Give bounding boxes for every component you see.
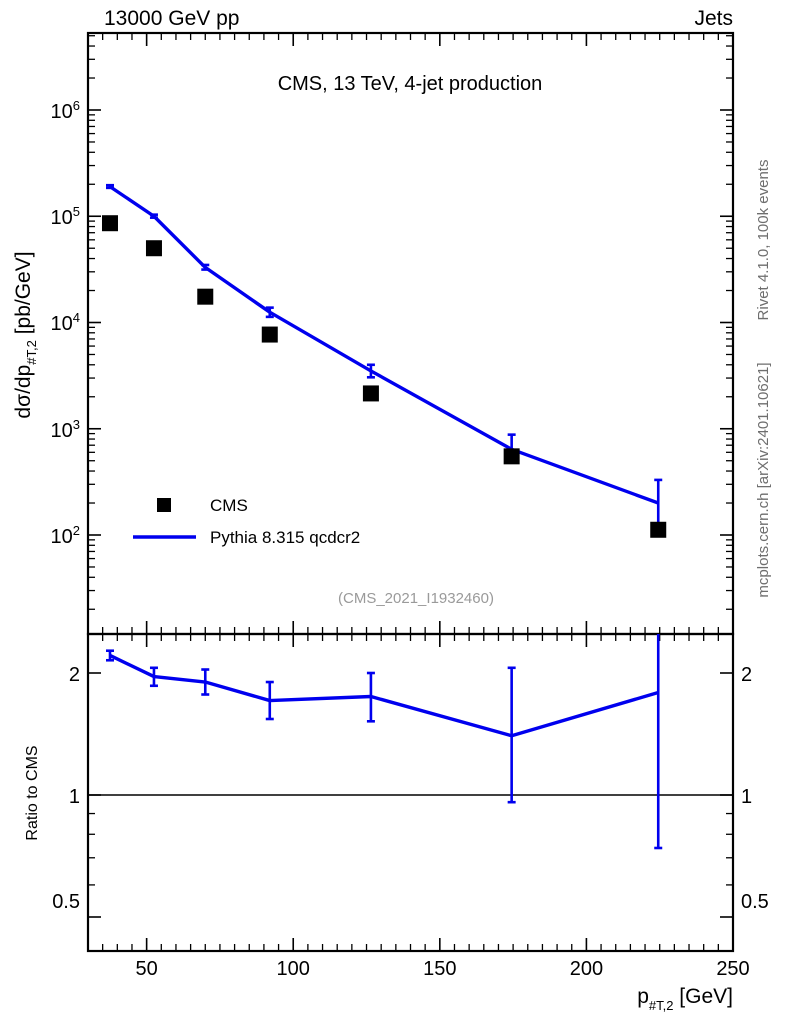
ratio-y-tick-0p5: 0.5: [52, 891, 80, 913]
cms-data-marker: [650, 521, 667, 538]
ratio-y-axis-label: Ratio to CMS: [24, 745, 41, 840]
svg-text:dσ/dp#T,2 [pb/GeV]: dσ/dp#T,2 [pb/GeV]: [12, 251, 39, 418]
main-panel-ticks: [87, 33, 734, 634]
ratio-y-axis-label-text: Ratio to CMS: [24, 745, 41, 840]
x-tick-label-100: 100: [277, 958, 310, 980]
ratio-panel-data: [105, 634, 663, 850]
legend: CMS Pythia 8.315 qcdcr2: [133, 496, 360, 547]
legend-label: CMS: [210, 496, 248, 515]
x-tick-label-250: 250: [716, 958, 749, 980]
x-tick-label-200: 200: [570, 958, 603, 980]
ratio-y-tick-0p5-right: 0.5: [741, 891, 769, 913]
y-tick-1e4: 104: [51, 310, 80, 335]
side-text-bottom-label: mcplots.cern.ch [arXiv:2401.10621]: [755, 362, 772, 597]
side-text-top-label: Rivet 4.1.0, 100k events: [755, 160, 772, 321]
x-axis-label-sub: #T,2: [649, 998, 674, 1013]
x-tick-label-150: 150: [423, 958, 456, 980]
side-text-top: Rivet 4.1.0, 100k events: [755, 160, 772, 321]
cms-data-marker: [362, 385, 379, 402]
ratio-y-tick-2-right: 2: [741, 664, 752, 686]
y-tick-1e5: 105: [51, 204, 80, 229]
header-right: Jets: [694, 7, 733, 30]
x-axis-label-pre: p: [637, 985, 649, 1008]
main-y-tick-labels: 106 105 104 103 102: [51, 98, 80, 548]
ratio-curve: [109, 653, 659, 738]
legend-label: Pythia 8.315 qcdcr2: [210, 528, 360, 547]
main-panel-data: [101, 183, 667, 538]
y-tick-1e2: 102: [51, 523, 80, 548]
cms-data-marker: [101, 215, 118, 232]
x-axis-tick-labels: 50 100 150 200 250: [135, 958, 749, 980]
x-axis-label: p#T,2 [GeV]: [637, 985, 733, 1013]
main-y-axis-label-post: [pb/GeV]: [12, 251, 35, 340]
cms-data-marker: [197, 288, 214, 305]
mc-curve: [109, 185, 659, 505]
ratio-panel-ticks: [87, 634, 734, 951]
main-y-axis-label-sub: #T,2: [24, 340, 39, 365]
y-tick-1e3: 103: [51, 417, 80, 442]
main-y-axis-label-pre: dσ/dp: [12, 365, 35, 419]
y-tick-1e6: 106: [51, 98, 80, 123]
cms-data-marker: [503, 448, 520, 465]
main-panel-frame: [86, 31, 735, 636]
x-axis-label-post: [GeV]: [673, 985, 733, 1008]
header-left: 13000 GeV pp: [104, 7, 239, 30]
main-y-axis-label: dσ/dp#T,2 [pb/GeV]: [12, 251, 39, 418]
ratio-y-tick-2: 2: [69, 664, 80, 686]
ratio-y-tick-1-right: 1: [741, 786, 752, 808]
cms-data-marker: [261, 326, 278, 343]
ratio-y-tick-1: 1: [69, 786, 80, 808]
ratio-y-tick-labels: 2 1 0.5 2 1 0.5: [52, 664, 769, 913]
legend-marker-square: [157, 498, 171, 512]
side-text-bottom: mcplots.cern.ch [arXiv:2401.10621]: [755, 362, 772, 597]
cms-data-marker: [145, 240, 162, 257]
analysis-watermark: (CMS_2021_I1932460): [338, 590, 494, 607]
main-panel-title: CMS, 13 TeV, 4-jet production: [278, 73, 543, 95]
x-tick-label-50: 50: [135, 958, 157, 980]
